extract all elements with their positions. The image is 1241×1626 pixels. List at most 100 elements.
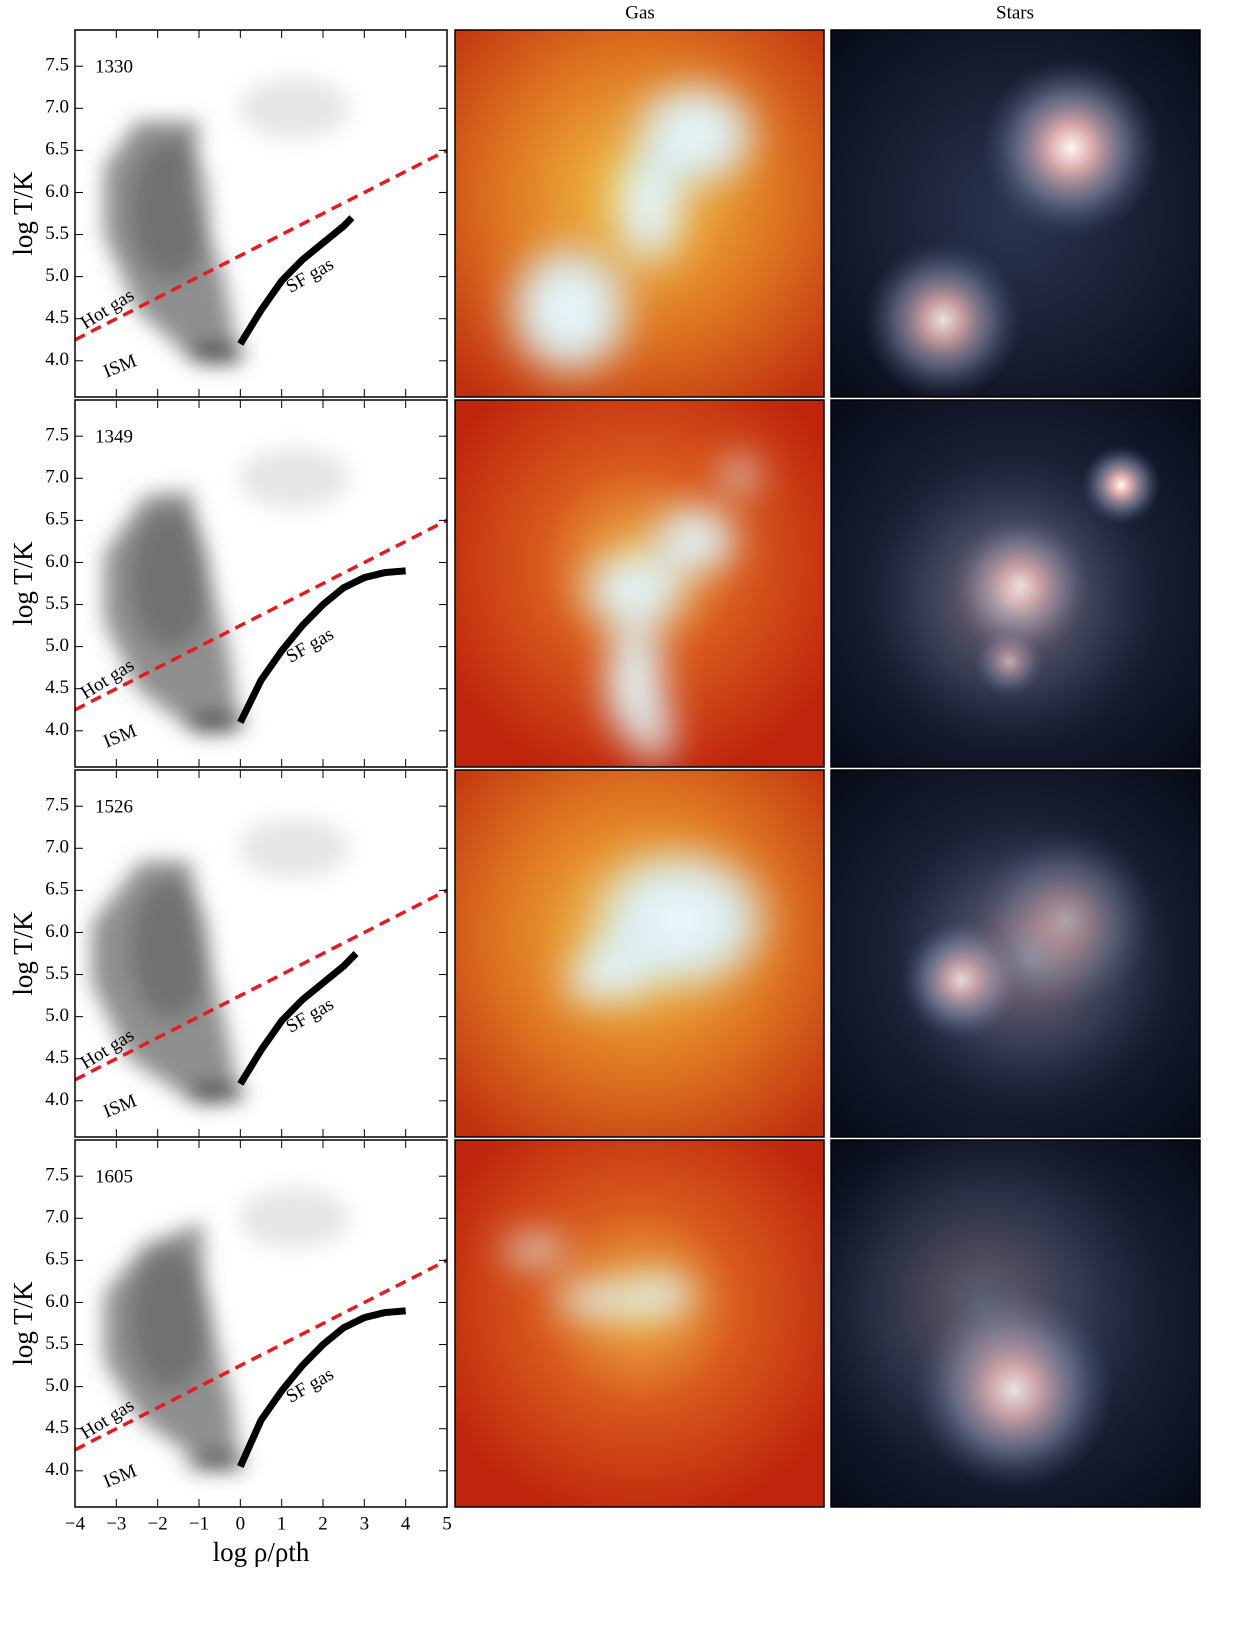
column-title: Gas [625, 2, 655, 23]
axes-frame [74, 1139, 448, 1508]
cloud-core [130, 509, 211, 650]
stars-frame [830, 29, 1201, 398]
density-cloud [103, 78, 350, 366]
hot-gas-threshold [74, 1258, 448, 1452]
galaxy [861, 450, 1161, 750]
y-tick-label: 4.5 [45, 1417, 69, 1438]
y-tick-label: 4.0 [45, 1459, 69, 1480]
axes-frame [74, 29, 448, 398]
x-tick-label: −4 [65, 1513, 86, 1534]
y-tick-label: 6.0 [45, 181, 69, 202]
column-title: Stars [996, 2, 1034, 23]
y-tick-label: 5.5 [45, 223, 69, 244]
gas-structures [575, 455, 760, 770]
gas-image [455, 1140, 824, 1507]
y-tick-label: 5.0 [45, 1005, 69, 1026]
gas-structures [563, 840, 780, 1010]
hot-gas-threshold [74, 148, 448, 342]
galaxy [981, 58, 1161, 238]
sf-curve [237, 215, 355, 346]
y-tick-label: 7.5 [45, 1165, 69, 1186]
x-tick-label: 5 [442, 1513, 452, 1534]
y-tick-label: 7.0 [45, 837, 69, 858]
y-tick-label: 6.5 [45, 879, 69, 900]
y-tick-label: 7.5 [45, 795, 69, 816]
gas-blob [635, 690, 675, 770]
density-cloud [103, 448, 350, 736]
gas-blob [500, 235, 640, 385]
y-tick-label: 4.5 [45, 1047, 69, 1068]
hot-gas-threshold [74, 518, 448, 712]
y-tick-label: 5.5 [45, 963, 69, 984]
hot-halo [239, 448, 350, 509]
y-tick-label: 5.0 [45, 635, 69, 656]
x-tick-label: 0 [236, 1513, 246, 1534]
x-tick-label: −2 [148, 1513, 168, 1534]
y-tick-label: 4.0 [45, 719, 69, 740]
gas-blob [495, 1235, 575, 1265]
gas-frame [454, 399, 825, 768]
y-tick-label: 7.0 [45, 97, 69, 118]
cold-band [185, 344, 246, 361]
x-tick-label: 3 [360, 1513, 370, 1534]
cold-band [185, 714, 246, 731]
y-axis-label: log T/K [8, 541, 38, 626]
x-tick-label: 1 [277, 1513, 287, 1534]
snapshot-label: 1526 [95, 796, 133, 817]
snapshot-label: 1330 [95, 56, 133, 77]
hot-halo [239, 818, 350, 879]
galaxy [801, 1120, 1161, 1480]
axes-frame [74, 769, 448, 1138]
y-tick-label: 7.0 [45, 1207, 69, 1228]
y-tick-label: 5.0 [45, 265, 69, 286]
gas-blob [720, 455, 760, 495]
y-tick-label: 6.0 [45, 1291, 69, 1312]
y-tick-label: 7.5 [45, 55, 69, 76]
gas-blob [575, 545, 695, 635]
x-axis-label: log ρ/ρth [213, 1537, 310, 1567]
x-tick-label: 4 [401, 1513, 411, 1534]
gas-structures [500, 75, 765, 385]
galaxy [881, 810, 1181, 1110]
y-axis-label: log T/K [8, 1281, 38, 1366]
y-tick-label: 6.5 [45, 1249, 69, 1270]
y-tick-label: 7.0 [45, 467, 69, 488]
gas-blob [610, 135, 690, 275]
galaxy [863, 240, 1023, 400]
x-tick-label: −3 [106, 1513, 126, 1534]
hot-gas-threshold [74, 888, 448, 1082]
y-tick-label: 4.0 [45, 349, 69, 370]
y-axis-label: log T/K [8, 171, 38, 256]
x-tick-label: −1 [189, 1513, 209, 1534]
y-axis-label: log T/K [8, 911, 38, 996]
density-cloud [91, 818, 350, 1106]
gas-frame [454, 29, 825, 398]
stars-frame [830, 1139, 1201, 1508]
gas-blob [545, 1280, 665, 1320]
y-tick-label: 5.5 [45, 593, 69, 614]
cloud-core [130, 879, 211, 1020]
sf-curve [237, 567, 406, 724]
gas-blob [563, 965, 607, 1005]
cloud-core [130, 139, 211, 280]
hot-halo [239, 1188, 350, 1249]
hot-halo [239, 78, 350, 139]
cold-band [185, 1084, 246, 1101]
cloud-core [130, 1249, 211, 1390]
y-tick-label: 6.5 [45, 509, 69, 530]
cold-band [185, 1454, 246, 1471]
y-tick-label: 4.5 [45, 307, 69, 328]
y-tick-label: 4.0 [45, 1089, 69, 1110]
y-tick-label: 6.5 [45, 139, 69, 160]
y-tick-label: 7.5 [45, 425, 69, 446]
y-tick-label: 6.0 [45, 921, 69, 942]
y-tick-label: 5.0 [45, 1375, 69, 1396]
gas-frame [454, 769, 825, 1138]
y-tick-label: 5.5 [45, 1333, 69, 1354]
snapshot-label: 1349 [95, 426, 133, 447]
sf-curve [237, 1307, 406, 1469]
y-tick-label: 4.5 [45, 677, 69, 698]
density-cloud [103, 1188, 350, 1471]
